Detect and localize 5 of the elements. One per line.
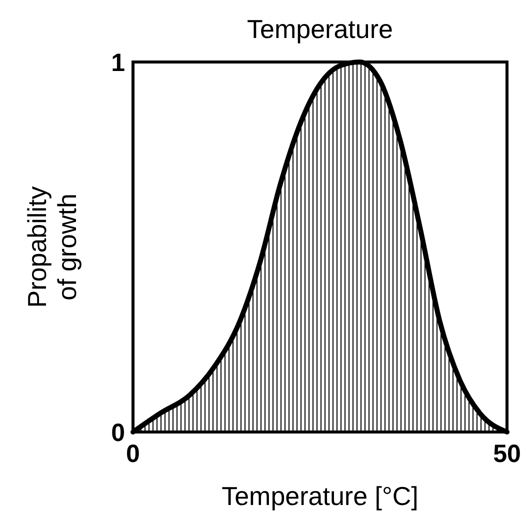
y-axis-title: Propability of growth — [22, 186, 82, 308]
chart-title: Temperature — [247, 14, 393, 44]
x-axis-title: Temperature [°C] — [222, 481, 418, 511]
x-tick-label: 50 — [493, 440, 521, 468]
y-tick-label: 1 — [111, 49, 126, 77]
